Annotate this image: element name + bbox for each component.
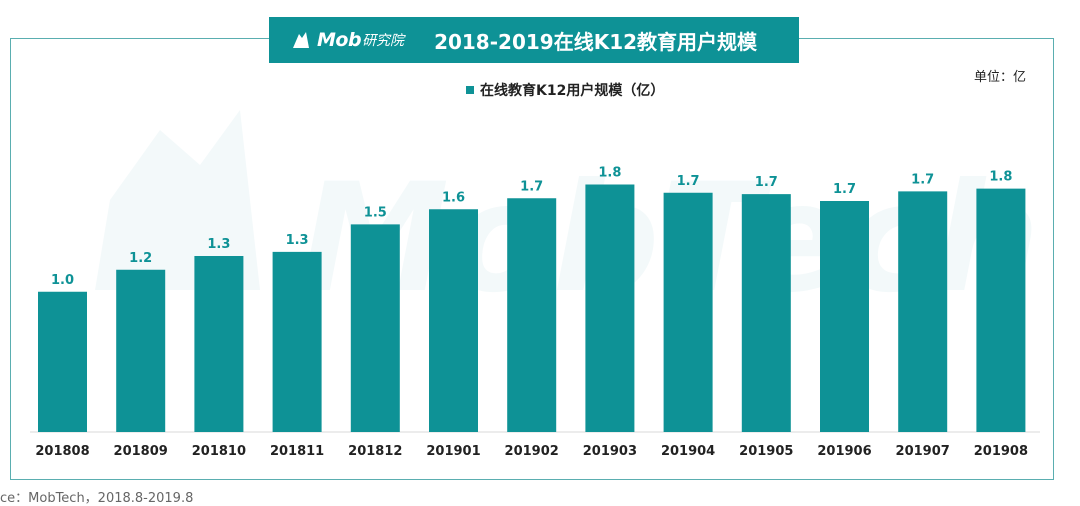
data-label-201811: 1.3 xyxy=(286,233,309,248)
data-label-201903: 1.8 xyxy=(598,166,621,181)
data-label-201901: 1.6 xyxy=(442,190,465,205)
x-tick-201904: 201904 xyxy=(661,444,715,459)
legend-label: 在线教育K12用户规模（亿） xyxy=(480,83,665,99)
bar-201908 xyxy=(976,188,1026,432)
bar-201809 xyxy=(116,269,166,432)
bar-201907 xyxy=(898,191,948,432)
bar-201808 xyxy=(38,291,87,432)
chart-title: 2018-2019在线K12教育用户规模 xyxy=(434,29,758,54)
data-label-201812: 1.5 xyxy=(364,205,387,220)
bar-201901 xyxy=(429,209,478,432)
data-label-201908: 1.8 xyxy=(989,170,1012,185)
data-label-201906: 1.7 xyxy=(833,182,856,197)
x-tick-201905: 201905 xyxy=(739,444,793,459)
x-tick-201811: 201811 xyxy=(270,444,324,459)
mob-logo: Mob 研究院 xyxy=(291,29,404,51)
chart-header: Mob 研究院 2018-2019在线K12教育用户规模 xyxy=(269,17,799,63)
brand-sub: 研究院 xyxy=(362,33,405,49)
bar-201903 xyxy=(585,184,635,432)
data-label-201907: 1.7 xyxy=(911,172,934,187)
x-tick-201812: 201812 xyxy=(348,444,402,459)
x-tick-201903: 201903 xyxy=(583,444,637,459)
bar-201906 xyxy=(820,201,869,432)
bar-201810 xyxy=(194,256,244,432)
x-tick-201902: 201902 xyxy=(505,444,559,459)
x-tick-201810: 201810 xyxy=(192,444,246,459)
bar-201904 xyxy=(663,192,713,432)
bar-201811 xyxy=(272,251,322,432)
bar-201812 xyxy=(350,224,400,432)
legend: 在线教育K12用户规模（亿） xyxy=(466,80,664,100)
x-tick-201906: 201906 xyxy=(817,444,871,459)
x-tick-201908: 201908 xyxy=(974,444,1028,459)
bar-201902 xyxy=(507,198,557,432)
x-tick-201808: 201808 xyxy=(35,444,89,459)
data-label-201809: 1.2 xyxy=(129,251,152,266)
mob-logo-icon xyxy=(293,32,309,48)
legend-swatch xyxy=(466,86,474,94)
unit-label: 单位：亿 xyxy=(973,70,1026,85)
x-tick-201809: 201809 xyxy=(114,444,168,459)
source-note: ce：MobTech，2018.8-2019.8 xyxy=(0,491,194,506)
x-tick-201901: 201901 xyxy=(426,444,480,459)
bar-201905 xyxy=(741,194,791,432)
data-label-201808: 1.0 xyxy=(51,273,74,288)
data-label-201904: 1.7 xyxy=(677,174,700,189)
x-tick-201907: 201907 xyxy=(896,444,950,459)
data-label-201902: 1.7 xyxy=(520,179,543,194)
brand-name: Mob xyxy=(317,29,362,51)
data-label-201810: 1.3 xyxy=(207,237,230,252)
data-label-201905: 1.7 xyxy=(755,175,778,190)
